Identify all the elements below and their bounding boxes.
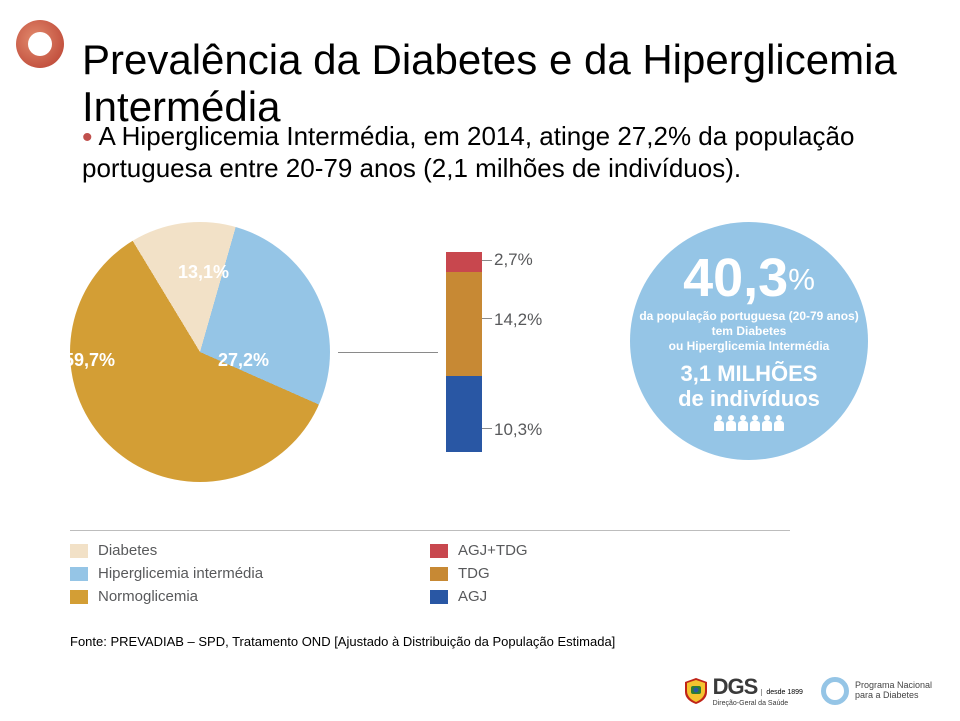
legend-label: TDG bbox=[458, 565, 490, 582]
dgs-subtitle: Direção-Geral da Saúde bbox=[713, 700, 803, 707]
dgs-since: desde 1899 bbox=[761, 689, 803, 696]
legend-swatch bbox=[430, 590, 448, 604]
legend-right: AGJ+TDG TDG AGJ bbox=[430, 542, 528, 605]
legend-label: AGJ bbox=[458, 588, 487, 605]
stacked-segment bbox=[446, 272, 482, 376]
shield-icon bbox=[685, 678, 707, 704]
stacked-segment bbox=[446, 252, 482, 272]
legend-label: Hiperglicemia intermédia bbox=[98, 565, 263, 582]
legend-item: Diabetes bbox=[70, 542, 430, 559]
pie-chart: 59,7% 27,2% 13,1% bbox=[70, 222, 330, 482]
bullet-icon bbox=[14, 18, 66, 75]
pnd-text: Programa Nacionalpara a Diabetes bbox=[855, 681, 932, 701]
legend-swatch bbox=[430, 567, 448, 581]
legend-label: Diabetes bbox=[98, 542, 157, 559]
people-icon-row bbox=[714, 415, 784, 431]
legend-item: Normoglicemia bbox=[70, 588, 430, 605]
pie-label-diabetes: 13,1% bbox=[178, 262, 229, 283]
stacked-label-tdg: 14,2% bbox=[494, 310, 542, 330]
legend-item: AGJ bbox=[430, 588, 528, 605]
legend-label: Normoglicemia bbox=[98, 588, 198, 605]
body-text-content: A Hiperglicemia Intermédia, em 2014, ati… bbox=[82, 121, 854, 183]
pie-label-normo: 59,7% bbox=[64, 350, 115, 371]
summary-value: 40,3% bbox=[683, 251, 815, 305]
summary-line2: 3,1 MILHÕESde indivíduos bbox=[678, 362, 820, 410]
dgs-name: DGS bbox=[713, 674, 758, 700]
summary-number: 40,3 bbox=[683, 248, 788, 308]
person-icon bbox=[750, 415, 760, 431]
footer-logos: DGS desde 1899 Direção-Geral da Saúde Pr… bbox=[685, 674, 932, 707]
percent-sign: % bbox=[788, 264, 815, 297]
legend-divider bbox=[70, 530, 790, 531]
person-icon bbox=[738, 415, 748, 431]
legend-swatch bbox=[430, 544, 448, 558]
stacked-label-agj: 10,3% bbox=[494, 420, 542, 440]
person-icon bbox=[774, 415, 784, 431]
tick-2 bbox=[482, 318, 492, 319]
stacked-segment bbox=[446, 376, 482, 452]
legend-swatch bbox=[70, 567, 88, 581]
pie-label-hiper: 27,2% bbox=[218, 350, 269, 371]
connector-pie-to-bar bbox=[338, 352, 438, 353]
legend-item: Hiperglicemia intermédia bbox=[70, 565, 430, 582]
summary-line1: da população portuguesa (20-79 anos)tem … bbox=[639, 309, 858, 354]
legend-label: AGJ+TDG bbox=[458, 542, 528, 559]
stacked-label-agjtdg: 2,7% bbox=[494, 250, 533, 270]
legend-left: Diabetes Hiperglicemia intermédia Normogli… bbox=[70, 542, 430, 605]
source-footnote: Fonte: PREVADIAB – SPD, Tratamento OND [… bbox=[70, 634, 615, 649]
ring-icon bbox=[821, 677, 849, 705]
slide: { "title": "Prevalência da Diabetes e da… bbox=[0, 0, 960, 721]
legend-item: AGJ+TDG bbox=[430, 542, 528, 559]
legend-swatch bbox=[70, 544, 88, 558]
body-text: •A Hiperglicemia Intermédia, em 2014, at… bbox=[82, 118, 902, 184]
person-icon bbox=[726, 415, 736, 431]
slide-title: Prevalência da Diabetes e da Hiperglicem… bbox=[82, 36, 960, 130]
dgs-text-block: DGS desde 1899 Direção-Geral da Saúde bbox=[713, 674, 803, 707]
tick-1 bbox=[482, 260, 492, 261]
legend: Diabetes Hiperglicemia intermédia Normogli… bbox=[70, 542, 790, 605]
legend-swatch bbox=[70, 590, 88, 604]
logo-dgs: DGS desde 1899 Direção-Geral da Saúde bbox=[685, 674, 803, 707]
person-icon bbox=[762, 415, 772, 431]
person-icon bbox=[714, 415, 724, 431]
logo-pnd: Programa Nacionalpara a Diabetes bbox=[821, 677, 932, 705]
summary-circle: 40,3% da população portuguesa (20-79 ano… bbox=[630, 222, 868, 460]
tick-3 bbox=[482, 428, 492, 429]
legend-item: TDG bbox=[430, 565, 528, 582]
bullet-dot: • bbox=[82, 121, 93, 154]
stacked-bar bbox=[446, 252, 482, 452]
